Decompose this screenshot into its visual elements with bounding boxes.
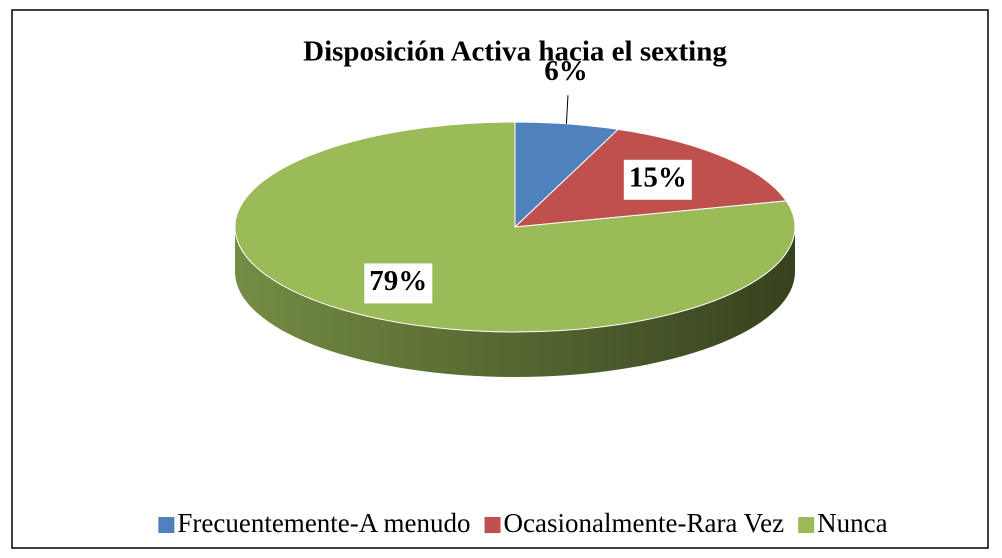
legend-label: Frecuentemente-A menudo <box>177 508 470 538</box>
leader-line <box>565 95 569 124</box>
label-box <box>364 263 433 304</box>
legend-label: Ocasionalmente-Rara Vez <box>504 508 785 538</box>
slice-side <box>235 227 795 377</box>
legend-swatch <box>158 517 175 533</box>
legend: Frecuentemente-A menudo Ocasionalmente-Ra… <box>158 508 888 538</box>
label-box <box>623 159 692 200</box>
data-label: 79% <box>369 265 427 297</box>
legend-label: Nunca <box>817 508 887 538</box>
data-label: 6% <box>544 55 588 87</box>
data-label: 15% <box>629 161 687 193</box>
chart-title: Disposición Activa hacia el sexting <box>303 36 727 68</box>
legend-swatch <box>484 517 501 533</box>
legend-swatch <box>798 517 815 533</box>
